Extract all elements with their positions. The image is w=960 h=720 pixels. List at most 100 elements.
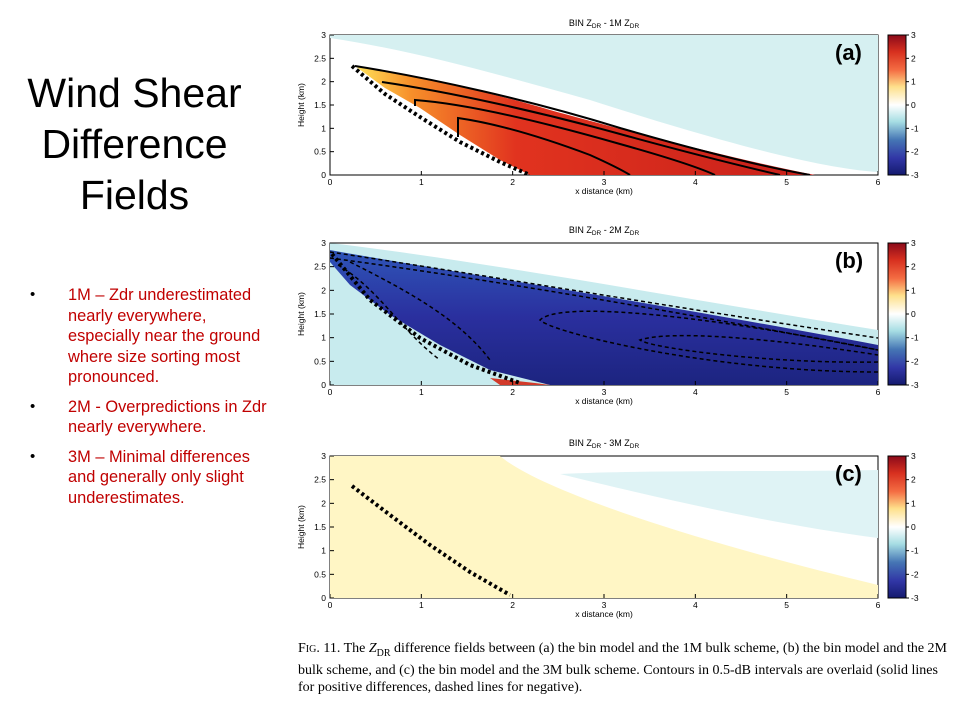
panel-label: (c) — [835, 461, 862, 486]
caption-text: difference fields between (a) the bin mo… — [298, 641, 948, 695]
title-line: Difference — [41, 121, 228, 167]
colorbar-tick-label: 0 — [911, 100, 916, 110]
colorbar-tick-label: 0 — [911, 522, 916, 532]
y-axis-label: Height (km) — [296, 83, 306, 127]
caption-symbol: Z — [368, 641, 377, 656]
colorbar-tick-label: 3 — [911, 238, 916, 248]
x-tick-label: 5 — [784, 387, 789, 397]
y-tick-label: 3 — [321, 451, 326, 461]
contour-line — [538, 310, 878, 373]
x-tick-label: 6 — [876, 177, 881, 187]
colorbar-tick-label: -1 — [911, 123, 919, 133]
colorbar — [887, 34, 907, 176]
x-tick-label: 2 — [510, 177, 515, 187]
slight-negative-region — [560, 470, 878, 538]
x-tick-label: 4 — [693, 387, 698, 397]
bullet-item: 1M – Zdr underestimated nearly everywher… — [30, 285, 270, 388]
contour-line — [381, 81, 781, 175]
caption-label: Fig. 11. — [298, 641, 341, 656]
zdr-difference-figure: BIN ZDR - 1M ZDR (a) BIN ZDR - 2M ZDR — [296, 18, 919, 619]
y-tick-label: 0.5 — [314, 569, 326, 579]
x-tick-label: 3 — [602, 387, 607, 397]
y-tick-label: 1.5 — [314, 100, 326, 110]
colorbar-tick-label: -1 — [911, 333, 919, 343]
y-tick-label: 3 — [321, 238, 326, 248]
contour-line — [330, 257, 878, 351]
bullet-item: 2M - Overpredictions in Zdr nearly every… — [30, 397, 270, 438]
colorbar-tick-label: -3 — [911, 593, 919, 603]
panel-label: (b) — [835, 248, 863, 273]
panel-title: BIN ZDR - 2M ZDR — [569, 225, 640, 237]
x-tick-label: 6 — [876, 600, 881, 610]
contour-line — [330, 251, 878, 339]
positive-sliver — [490, 378, 550, 385]
x-tick-label: 5 — [784, 600, 789, 610]
negative-region — [330, 250, 878, 385]
y-tick-label: 0 — [321, 593, 326, 603]
colorbar-tick-label: 1 — [911, 285, 916, 295]
axes-layer: 0 1 2 3 4 5 6 x distance (km) 0 0.5 1 1.5 2 2.5 3 Heigh… — [296, 30, 919, 619]
x-tick-label: 1 — [419, 177, 424, 187]
panel-title: BIN ZDR - 3M ZDR — [569, 438, 640, 450]
x-axis-label: x distance (km) — [575, 396, 633, 406]
y-tick-label: 1 — [321, 333, 326, 343]
y-tick-label: 2 — [321, 285, 326, 295]
y-tick-label: 1 — [321, 123, 326, 133]
colorbar-tick-label: -1 — [911, 546, 919, 556]
bullet-item: 3M – Minimal differences and generally o… — [30, 447, 270, 509]
positive-region — [355, 66, 815, 175]
x-tick-label: 3 — [602, 600, 607, 610]
y-tick-label: 2 — [321, 77, 326, 87]
x-tick-label: 0 — [328, 387, 333, 397]
terrain-edge — [350, 484, 511, 597]
contour-line — [349, 261, 491, 361]
colorbar-tick-label: -2 — [911, 356, 919, 366]
x-tick-label: 4 — [693, 600, 698, 610]
x-tick-label: 5 — [784, 177, 789, 187]
panel-title: BIN ZDR - 1M ZDR — [569, 18, 640, 30]
y-tick-label: 3 — [321, 30, 326, 40]
colorbar-tick-label: 2 — [911, 53, 916, 63]
y-tick-label: 1 — [321, 546, 326, 556]
panel-c: BIN ZDR - 3M ZDR (c) — [329, 438, 879, 599]
colorbar-tick-label: 1 — [911, 498, 916, 508]
y-tick-label: 2.5 — [314, 53, 326, 63]
y-tick-label: 0.5 — [314, 147, 326, 157]
x-tick-label: 4 — [693, 177, 698, 187]
y-tick-label: 2.5 — [314, 475, 326, 485]
colorbar-tick-label: 3 — [911, 30, 916, 40]
y-axis-label: Height (km) — [296, 505, 306, 549]
title-line: Fields — [79, 172, 190, 218]
contour-line — [457, 116, 631, 175]
colorbar-tick-label: -2 — [911, 569, 919, 579]
colorbar-tick-label: -2 — [911, 147, 919, 157]
y-axis-label: Height (km) — [296, 292, 306, 336]
y-tick-label: 0 — [321, 380, 326, 390]
slide-title: Wind Shear Difference Fields — [22, 68, 247, 221]
figure-caption: Fig. 11. The ZDR difference fields betwe… — [298, 640, 948, 696]
slight-positive-region — [330, 456, 878, 598]
terrain-edge — [350, 64, 531, 175]
y-tick-label: 2.5 — [314, 262, 326, 272]
panel-label: (a) — [835, 40, 862, 65]
y-tick-label: 1.5 — [314, 309, 326, 319]
contour-line — [638, 334, 878, 363]
bullet-list: 1M – Zdr underestimated nearly everywher… — [30, 285, 270, 517]
title-line: Wind Shear — [27, 70, 242, 116]
colorbar-tick-label: 2 — [911, 262, 916, 272]
colorbar-tick-label: 3 — [911, 451, 916, 461]
x-tick-label: 1 — [419, 387, 424, 397]
x-tick-label: 1 — [419, 600, 424, 610]
y-tick-label: 0.5 — [314, 356, 326, 366]
caption-symbol-sub: DR — [376, 647, 391, 659]
contour-line — [337, 264, 441, 361]
y-tick-label: 0 — [321, 170, 326, 180]
caption-intro: The — [340, 641, 369, 656]
y-tick-label: 2 — [321, 498, 326, 508]
colorbar — [887, 455, 907, 599]
x-tick-label: 2 — [510, 600, 515, 610]
colorbar-tick-label: 2 — [911, 475, 916, 485]
x-axis-label: x distance (km) — [575, 609, 633, 619]
colorbar-tick-label: 0 — [911, 309, 916, 319]
colorbar-tick-label: -3 — [911, 170, 919, 180]
